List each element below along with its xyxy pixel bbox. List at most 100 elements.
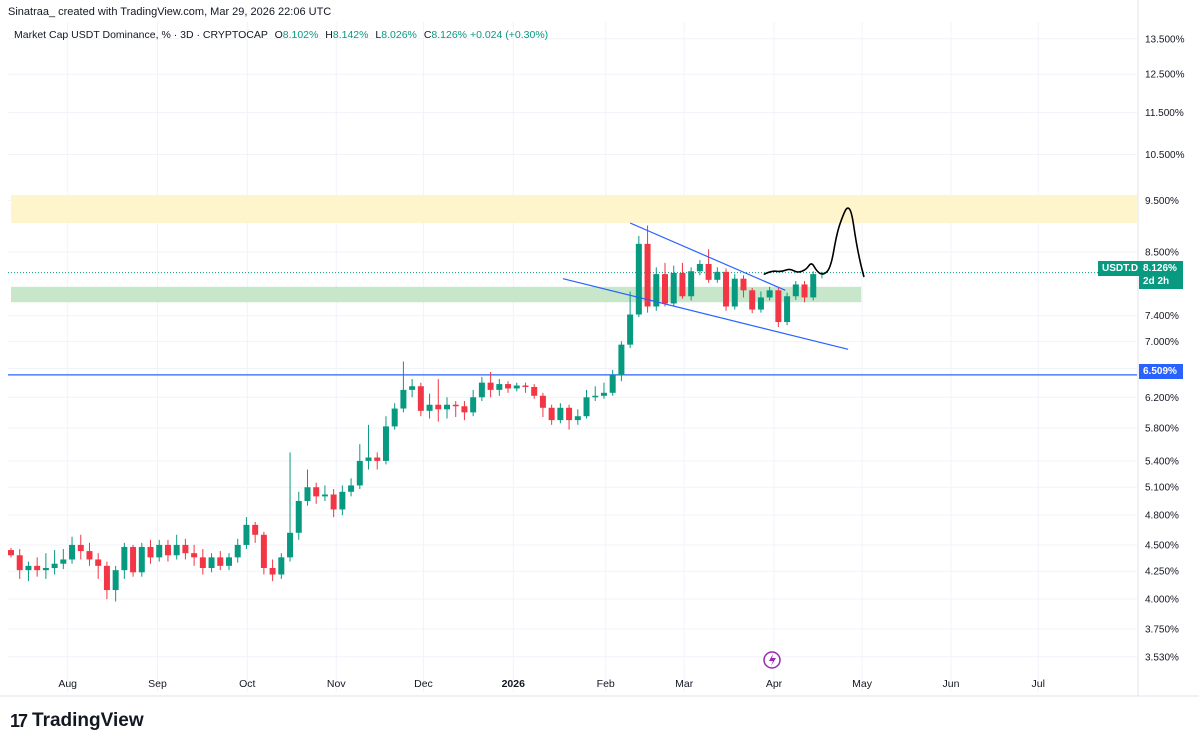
- candle-body-78: [688, 271, 695, 297]
- candle-body-75: [662, 274, 668, 304]
- candle-body-90: [792, 284, 799, 297]
- candle-body-87: [766, 290, 773, 298]
- candle-body-69: [609, 375, 616, 393]
- brand-name: TradingView: [32, 710, 144, 731]
- horizontal-level[interactable]: [8, 272, 1137, 376]
- candle-body-35: [313, 487, 320, 497]
- price-tick-0: 13.500%: [1145, 34, 1185, 45]
- legend-title: Market Cap USDT Dominance, % · 3D · CRYP…: [14, 29, 268, 41]
- candle-body-13: [121, 546, 128, 571]
- candle-body-84: [740, 278, 747, 291]
- symbol-price-tag: USDT.D: [1098, 261, 1143, 276]
- candle-body-54: [478, 382, 485, 398]
- candle-body-74: [653, 274, 660, 307]
- candle-body-26: [234, 544, 241, 558]
- candle-body-28: [252, 524, 259, 535]
- price-tick-3: 10.500%: [1145, 150, 1185, 161]
- trendline-lower: [562, 278, 849, 350]
- time-tick-5: 2026: [502, 678, 526, 690]
- candle-body-12: [112, 570, 119, 591]
- candle-body-88: [775, 290, 782, 323]
- last-price-tag: 8.126% 2d 2h: [1139, 261, 1183, 289]
- candle-body-43: [382, 426, 389, 461]
- price-axis[interactable]: 13.500% 12.500% 11.500% 10.500% 9.500% 8.500%…: [1145, 34, 1185, 663]
- bar-countdown: 2d 2h: [1143, 276, 1170, 287]
- price-tick-4: 9.500%: [1145, 196, 1179, 207]
- price-tick-16: 4.000%: [1145, 595, 1179, 606]
- close-value: 8.126%: [431, 29, 468, 41]
- price-tick-6: 7.400%: [1145, 311, 1179, 322]
- time-tick-11: Jul: [1031, 678, 1044, 690]
- candle-body-23: [208, 557, 215, 569]
- time-tick-2: Oct: [239, 678, 255, 690]
- candle-body-77: [679, 272, 686, 297]
- candle-body-73: [644, 243, 651, 307]
- candle-body-31: [278, 557, 285, 575]
- price-tick-9: 6.200%: [1145, 393, 1179, 404]
- candle-body-71: [627, 314, 634, 345]
- candle-body-11: [103, 565, 110, 591]
- candlestick-series: [8, 225, 825, 602]
- open-value: 8.102%: [282, 29, 319, 41]
- candle-body-49: [435, 404, 442, 410]
- candle-body-16: [147, 546, 154, 558]
- price-tick-11: 5.400%: [1145, 456, 1179, 467]
- price-tick-17: 3.750%: [1145, 624, 1179, 635]
- candle-body-46: [409, 386, 416, 390]
- tradingview-logo: 17 TradingView: [10, 710, 144, 732]
- candle-body-82: [723, 271, 730, 307]
- candle-body-37: [330, 494, 337, 510]
- candle-body-22: [199, 557, 206, 569]
- candle-body-92: [810, 274, 817, 298]
- candle-body-83: [731, 278, 738, 307]
- candle-body-3: [34, 565, 41, 571]
- symbol-legend[interactable]: Market Cap USDT Dominance, % · 3D · CRYP…: [14, 29, 548, 41]
- candle-body-29: [260, 534, 267, 569]
- candle-body-15: [138, 546, 145, 573]
- price-tick-5: 8.500%: [1145, 247, 1179, 258]
- candle-body-5: [51, 563, 58, 569]
- candle-body-34: [304, 487, 311, 501]
- candle-body-89: [784, 296, 791, 323]
- trendline-drawings[interactable]: [562, 207, 865, 350]
- candle-body-68: [600, 392, 607, 396]
- candle-body-36: [321, 494, 328, 497]
- time-tick-7: Mar: [675, 678, 694, 690]
- projection-path: [763, 207, 865, 278]
- candle-body-9: [86, 551, 93, 560]
- candle-body-1: [16, 555, 23, 571]
- price-tick-7: 7.000%: [1145, 337, 1179, 348]
- candle-body-55: [487, 382, 494, 390]
- candle-body-79: [696, 263, 703, 272]
- candle-body-67: [592, 395, 599, 398]
- candle-body-63: [557, 407, 564, 421]
- candle-body-85: [749, 290, 756, 310]
- candle-body-58: [513, 385, 520, 389]
- candle-body-39: [348, 485, 355, 492]
- chart-grid: [0, 0, 1199, 697]
- candle-body-66: [583, 397, 590, 417]
- price-tick-12: 5.100%: [1145, 483, 1179, 494]
- candle-body-44: [391, 408, 398, 427]
- candle-body-4: [42, 568, 49, 571]
- candle-body-52: [461, 406, 468, 413]
- candle-body-19: [173, 544, 180, 556]
- price-tick-14: 4.500%: [1145, 540, 1179, 551]
- candle-body-0: [8, 550, 14, 556]
- candle-body-80: [705, 263, 712, 280]
- time-tick-3: Nov: [327, 678, 346, 690]
- price-tick-15: 4.250%: [1145, 567, 1179, 578]
- candle-body-51: [452, 404, 459, 407]
- horizontal-level-tag: 6.509%: [1139, 364, 1183, 379]
- candle-body-8: [77, 544, 84, 552]
- candle-body-76: [670, 272, 677, 304]
- event-icon[interactable]: [763, 651, 781, 669]
- candle-body-32: [287, 532, 294, 558]
- candle-body-10: [95, 559, 102, 566]
- price-tick-10: 5.800%: [1145, 423, 1179, 434]
- close-label: C: [423, 29, 432, 41]
- time-axis[interactable]: Aug Sep Oct Nov Dec 2026 Feb Mar Apr May Jun Jul: [58, 678, 1045, 690]
- low-label: L: [375, 29, 382, 41]
- candle-body-64: [566, 407, 573, 421]
